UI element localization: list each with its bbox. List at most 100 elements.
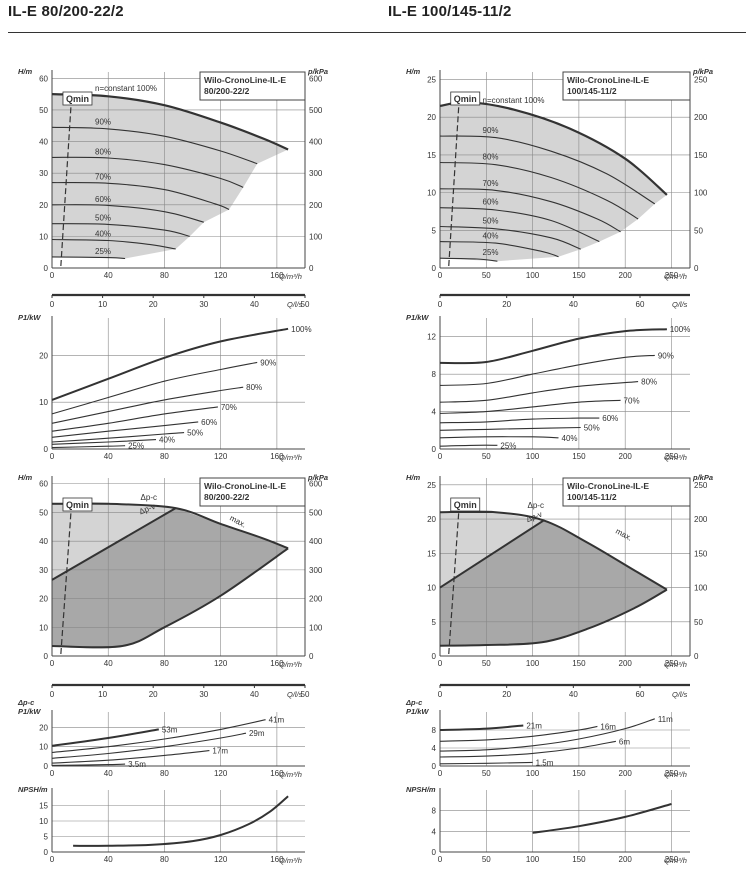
chart-title-box (562, 477, 691, 507)
power-curve (439, 761, 533, 765)
left-npsh-axes: 0 40 80 120 160 0 5 10 15 Q/m³/h NPSH/m (18, 785, 305, 865)
power-curve (439, 328, 667, 365)
x-tick-label: 80 (160, 769, 169, 778)
speed-curve-label: 40% (483, 232, 499, 241)
power-curve-label: 17m (212, 747, 228, 756)
x-axis-label: Q/m³/h (279, 660, 302, 669)
secondary-x-tick-label: 0 (50, 300, 55, 309)
y-tick-label: 10 (427, 584, 436, 593)
y-axis-top-label: Δp-c (17, 698, 35, 707)
left-power-axes: 0 40 80 120 160 0 10 20 Q/m³/h P1/kW (18, 313, 305, 462)
speed-curve-label: 80% (483, 152, 499, 161)
y-tick-label: 0 (44, 652, 49, 661)
secondary-x-tick-label: 10 (98, 690, 107, 699)
power-curve-label: 21m (526, 722, 542, 731)
y-tick-label: 50 (39, 508, 48, 517)
x-tick-label: 40 (104, 271, 113, 280)
x-tick-label: 0 (50, 769, 55, 778)
power-curve (439, 426, 581, 431)
power-curve (439, 354, 655, 386)
y-axis-label: P1/kW (406, 707, 429, 716)
speed-curve (439, 188, 621, 233)
y-right-tick-label: 100 (309, 623, 323, 632)
y-axis-label: P1/kW (406, 313, 429, 322)
npsh-curve (532, 803, 672, 834)
y-tick-label: 25 (427, 76, 436, 85)
secondary-x-tick-label: 0 (438, 690, 443, 699)
x-tick-label: 200 (619, 855, 633, 864)
y-axis-label: H/m (18, 67, 33, 76)
y-tick-label: 15 (39, 802, 48, 811)
speed-curve (439, 225, 581, 250)
y-axis-label: H/m (406, 473, 421, 482)
chart-title-line1: Wilo-CronoLine-IL-E (567, 481, 649, 491)
x-tick-label: 100 (526, 271, 540, 280)
chart-title-line1: Wilo-CronoLine-IL-E (567, 75, 649, 85)
speed-curve-label: 70% (95, 173, 111, 182)
x-tick-label: 200 (619, 659, 633, 668)
model-title-right: IL-E 100/145-11/2 (388, 3, 512, 20)
y-tick-label: 5 (44, 833, 49, 842)
speed-curve-label: 25% (483, 248, 499, 257)
power-curve (439, 740, 616, 758)
x-tick-label: 250 (665, 271, 679, 280)
speed-curve (51, 156, 244, 188)
power-curve-label: 70% (624, 396, 640, 405)
dp-v-line (439, 519, 545, 589)
x-tick-label: 150 (572, 855, 586, 864)
qmin-label-box (450, 497, 481, 512)
y-right-tick-label: 500 (309, 106, 323, 115)
speed-curve (439, 135, 656, 205)
power-curve-label: 53m (162, 725, 178, 734)
power-curve-label: 50% (187, 429, 203, 438)
npsh-curve (73, 795, 289, 847)
power-curve (51, 386, 244, 424)
power-curve (439, 417, 600, 424)
power-curve (51, 432, 185, 443)
power-curve-label: 60% (602, 414, 618, 423)
y-tick-label: 20 (427, 113, 436, 122)
power-curve-label: 60% (201, 418, 217, 427)
x-tick-label: 80 (160, 271, 169, 280)
chart-title-line2: 80/200-22/2 (204, 86, 250, 96)
y-right-tick-label: 0 (309, 652, 314, 661)
x-tick-label: 200 (619, 452, 633, 461)
x-tick-label: 0 (438, 452, 443, 461)
secondary-x-tick-label: 30 (199, 300, 208, 309)
y-right-tick-label: 100 (309, 232, 323, 241)
x-axis-label: Q/m³/h (279, 856, 302, 865)
x-axis-label: Q/m³/h (279, 272, 302, 281)
secondary-x-tick-label: 30 (199, 690, 208, 699)
y-right-axis-label: p/kPa (692, 473, 713, 482)
x-tick-label: 100 (526, 452, 540, 461)
x-tick-label: 100 (526, 855, 540, 864)
speed-curve (439, 241, 559, 258)
secondary-x-tick-label: 40 (250, 690, 259, 699)
min-curve (439, 588, 668, 647)
speed-curve (51, 182, 230, 211)
qmin-label: Qmin (454, 500, 477, 510)
x-axis-label: Q/m³/h (664, 660, 687, 669)
y-right-tick-label: 100 (694, 189, 708, 198)
power-curve-label: 25% (128, 442, 144, 451)
y-axis-label: H/m (406, 67, 421, 76)
power-curve-label: 40% (562, 434, 578, 443)
x-axis-label: Q/m³/h (664, 272, 687, 281)
qmin-marker: Qmin (448, 497, 481, 655)
y-right-tick-label: 50 (694, 226, 703, 235)
x-axis-label: Q/m³/h (664, 453, 687, 462)
power-curve-label: 1.5m (536, 758, 554, 767)
right-npsh-axes: 0 50 100 150 200 250 0 4 8 Q/m³/h NPSH/m (406, 785, 690, 865)
y-tick-label: 10 (39, 232, 48, 241)
secondary-x-tick-label: 0 (438, 300, 443, 309)
n-constant-label: n=constant 100% (483, 96, 545, 105)
power-curve-label: 100% (670, 325, 690, 334)
y-tick-label: 20 (39, 201, 48, 210)
x-tick-label: 160 (270, 855, 284, 864)
power-curve (439, 381, 639, 403)
qmin-label: Qmin (454, 94, 477, 104)
dp-v-region (52, 508, 289, 648)
secondary-x-axis-label: Q/l/s (672, 300, 688, 309)
y-tick-label: 15 (427, 151, 436, 160)
x-tick-label: 160 (270, 452, 284, 461)
